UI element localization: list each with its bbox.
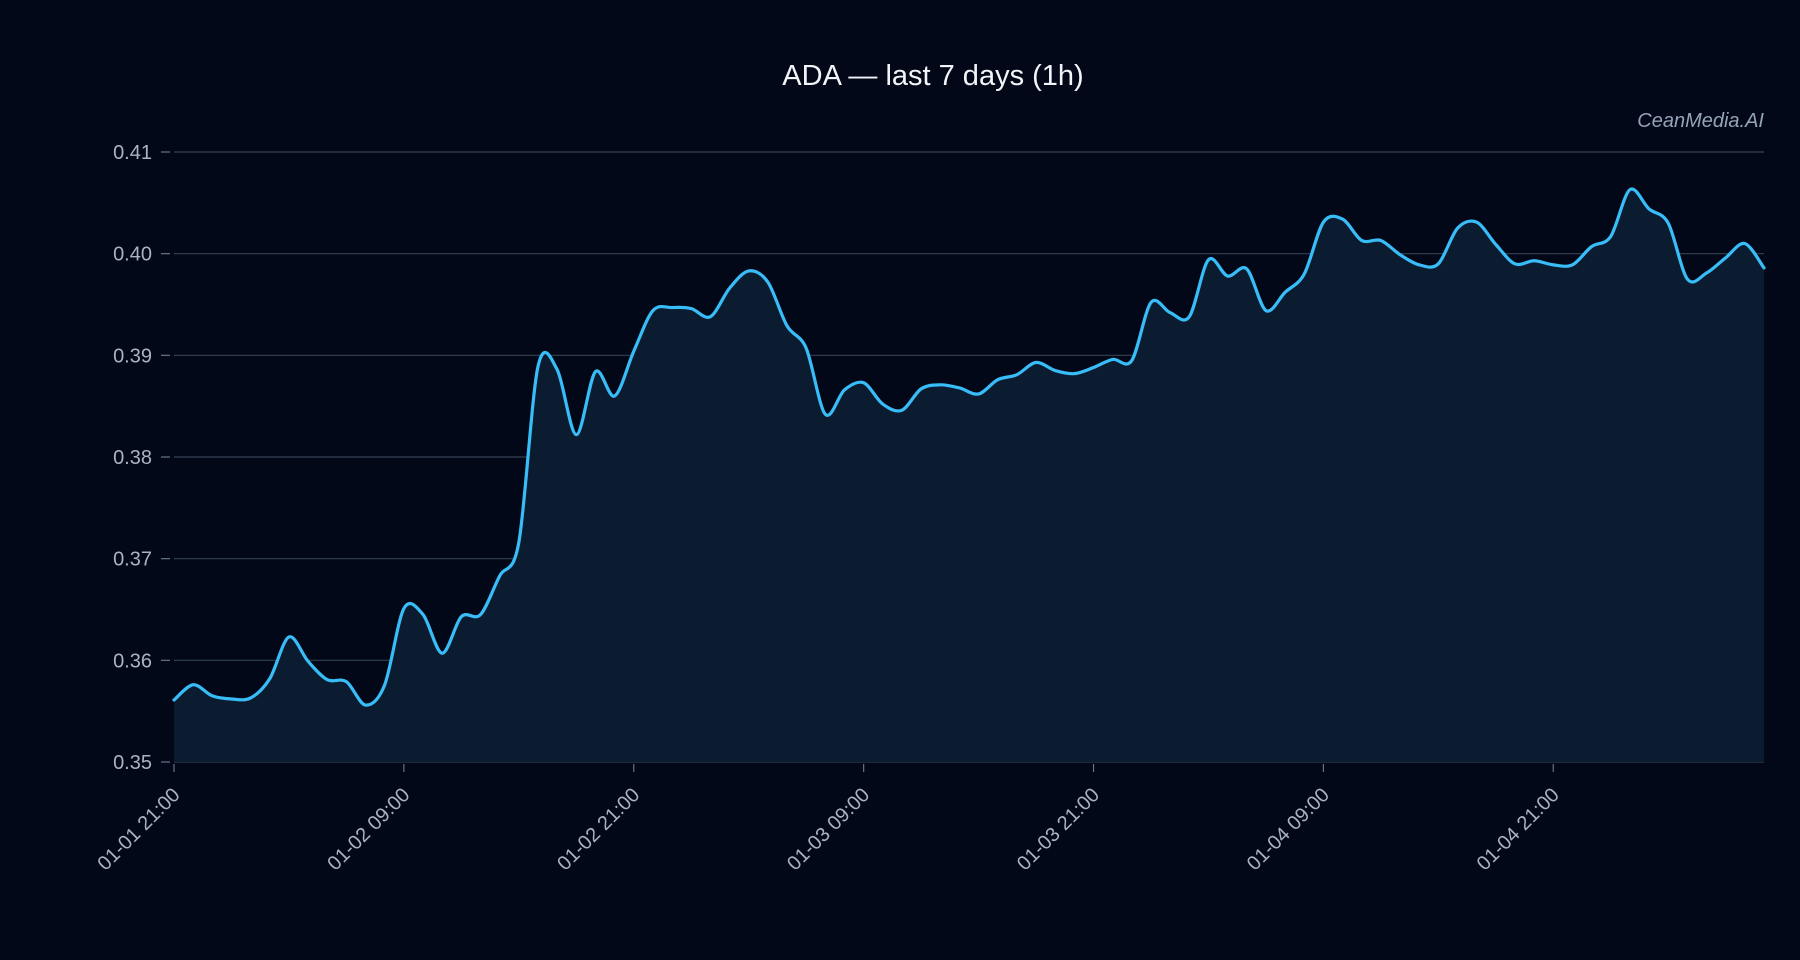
y-tick-label: 0.35 xyxy=(113,752,152,774)
y-tick-label: 0.36 xyxy=(113,650,152,672)
x-tick-label: 01-01 21:00 xyxy=(93,784,184,875)
y-tick-label: 0.39 xyxy=(113,345,152,367)
x-tick-label: 01-03 21:00 xyxy=(1013,784,1104,875)
x-tick-label: 01-02 09:00 xyxy=(323,784,414,875)
series-area xyxy=(174,188,1764,762)
series-line xyxy=(172,187,1766,707)
y-tick-label: 0.38 xyxy=(113,447,152,469)
x-axis: 01-01 21:00 01-02 09:00 01-02 21:00 01-03 0… xyxy=(93,764,1564,875)
x-tick-label: 01-03 09:00 xyxy=(783,784,874,875)
x-tick-label: 01-04 09:00 xyxy=(1243,784,1334,875)
y-tick-label: 0.41 xyxy=(113,142,152,164)
watermark-text: CeanMedia.AI xyxy=(1637,110,1764,132)
x-tick-label: 01-04 21:00 xyxy=(1473,784,1564,875)
y-tick-label: 0.37 xyxy=(113,549,152,571)
x-tick-label: 01-02 21:00 xyxy=(553,784,644,875)
y-axis: 0.35 0.36 0.37 0.38 0.39 0.40 0.41 xyxy=(113,142,170,774)
chart-title: ADA — last 7 days (1h) xyxy=(782,60,1083,92)
y-tick-label: 0.40 xyxy=(113,244,152,266)
